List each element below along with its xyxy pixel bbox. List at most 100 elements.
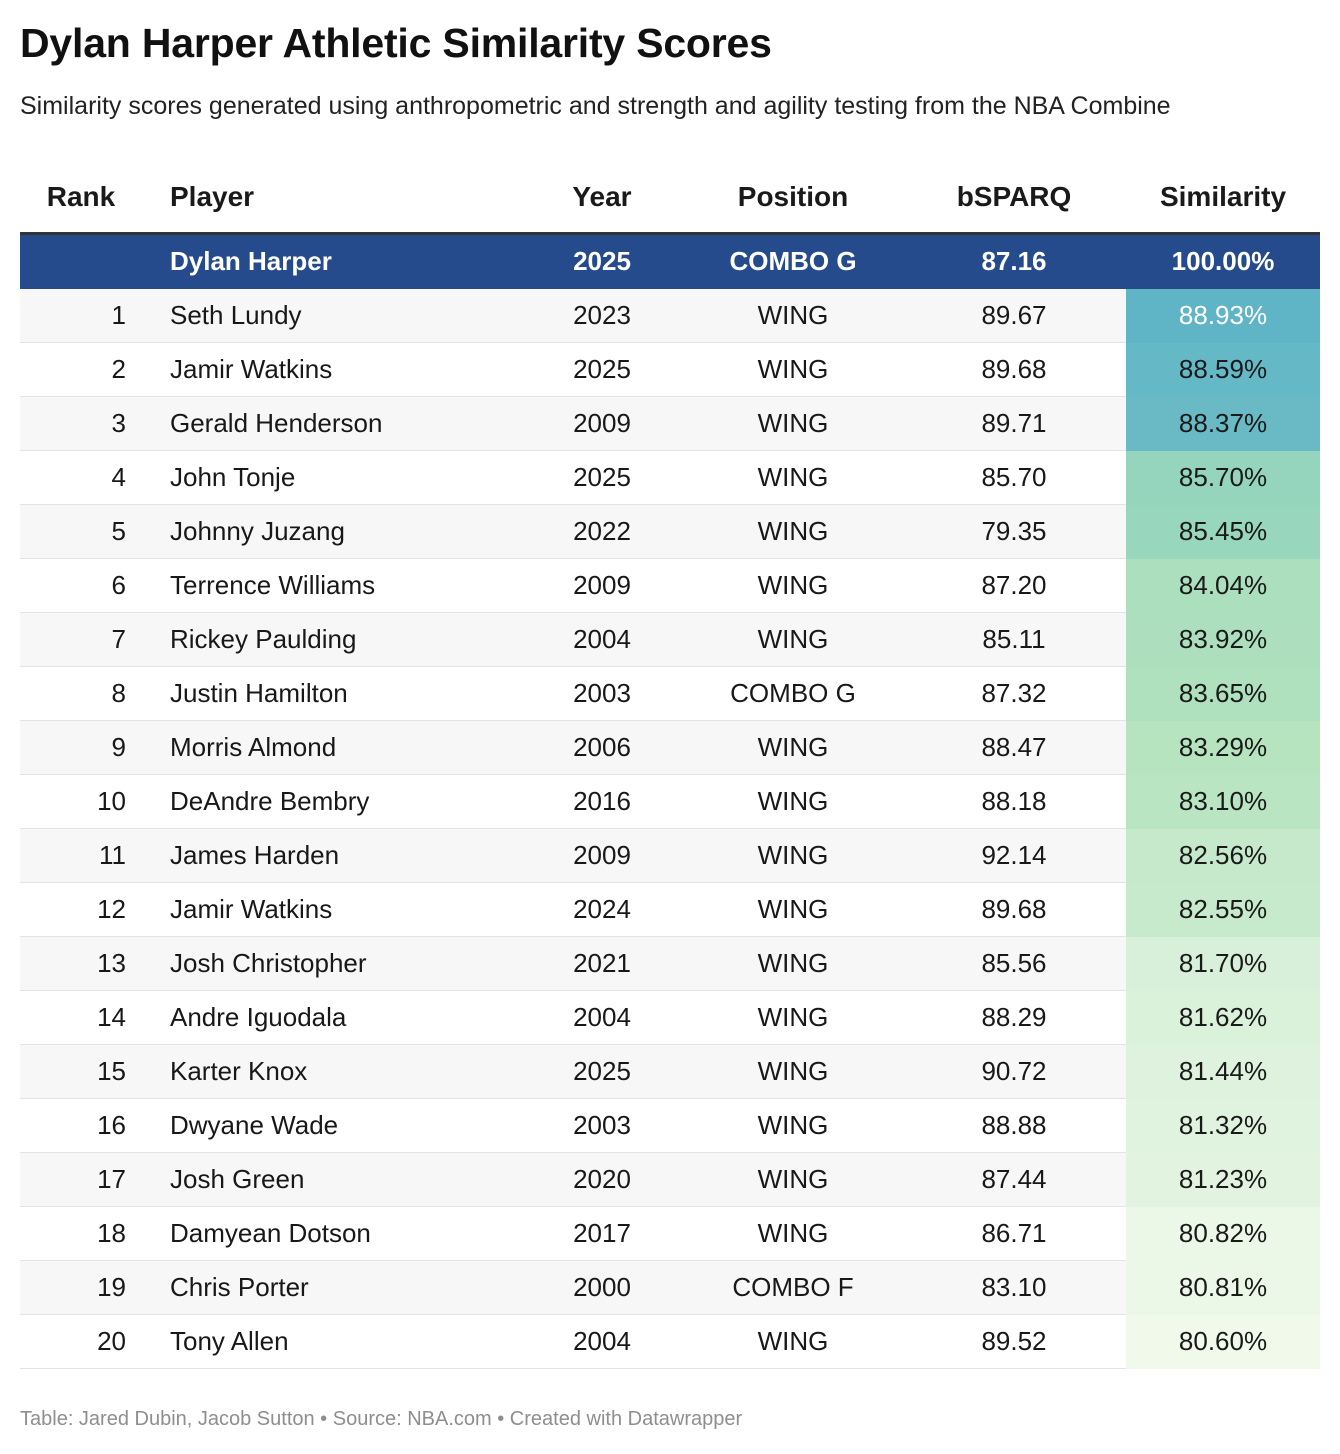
cell-rank: [20, 233, 142, 289]
cell-similarity: 85.70%: [1126, 450, 1320, 505]
cell-similarity: 80.81%: [1126, 1260, 1320, 1315]
cell-player: Gerald Henderson: [142, 396, 520, 451]
table-row: 1 Seth Lundy 2023 WING 89.67 88.93%: [20, 288, 1320, 343]
cell-year: 2023: [520, 288, 684, 343]
table-row: 15 Karter Knox 2025 WING 90.72 81.44%: [20, 1044, 1320, 1099]
cell-year: 2004: [520, 612, 684, 667]
cell-year: 2017: [520, 1206, 684, 1261]
cell-year: 2009: [520, 558, 684, 613]
cell-bsparq: 92.14: [902, 828, 1126, 883]
column-header-similarity[interactable]: Similarity: [1126, 162, 1320, 235]
cell-bsparq: 87.44: [902, 1152, 1126, 1207]
cell-player: Karter Knox: [142, 1044, 520, 1099]
cell-rank: 18: [20, 1206, 142, 1261]
chart-title: Dylan Harper Athletic Similarity Scores: [20, 20, 772, 66]
cell-position: WING: [684, 720, 902, 775]
cell-position: WING: [684, 558, 902, 613]
cell-bsparq: 87.20: [902, 558, 1126, 613]
cell-year: 2016: [520, 774, 684, 829]
cell-rank: 9: [20, 720, 142, 775]
highlight-row: Dylan Harper 2025 COMBO G 87.16 100.00%: [20, 233, 1320, 289]
cell-rank: 5: [20, 504, 142, 559]
cell-position: WING: [684, 288, 902, 343]
cell-position: WING: [684, 1044, 902, 1099]
cell-position: COMBO G: [684, 233, 902, 289]
cell-bsparq: 89.68: [902, 342, 1126, 397]
cell-rank: 6: [20, 558, 142, 613]
cell-rank: 3: [20, 396, 142, 451]
cell-similarity: 80.82%: [1126, 1206, 1320, 1261]
cell-rank: 14: [20, 990, 142, 1045]
cell-player: Johnny Juzang: [142, 504, 520, 559]
column-header-bsparq[interactable]: bSPARQ: [902, 162, 1126, 235]
cell-similarity: 84.04%: [1126, 558, 1320, 613]
cell-year: 2004: [520, 1314, 684, 1369]
header-row: Rank Player Year Position bSPARQ Similar…: [20, 162, 1320, 235]
cell-position: WING: [684, 828, 902, 883]
cell-rank: 19: [20, 1260, 142, 1315]
table-row: 20 Tony Allen 2004 WING 89.52 80.60%: [20, 1314, 1320, 1369]
table-row: 17 Josh Green 2020 WING 87.44 81.23%: [20, 1152, 1320, 1207]
cell-rank: 13: [20, 936, 142, 991]
table-row: 4 John Tonje 2025 WING 85.70 85.70%: [20, 450, 1320, 505]
cell-position: WING: [684, 774, 902, 829]
cell-rank: 7: [20, 612, 142, 667]
cell-player: Morris Almond: [142, 720, 520, 775]
cell-rank: 20: [20, 1314, 142, 1369]
cell-rank: 11: [20, 828, 142, 883]
cell-position: WING: [684, 1152, 902, 1207]
cell-bsparq: 85.11: [902, 612, 1126, 667]
cell-rank: 17: [20, 1152, 142, 1207]
column-header-position[interactable]: Position: [684, 162, 902, 235]
cell-similarity: 81.44%: [1126, 1044, 1320, 1099]
cell-similarity: 83.65%: [1126, 666, 1320, 721]
cell-player: Justin Hamilton: [142, 666, 520, 721]
cell-player: Tony Allen: [142, 1314, 520, 1369]
cell-year: 2022: [520, 504, 684, 559]
column-header-rank[interactable]: Rank: [20, 162, 142, 235]
cell-year: 2020: [520, 1152, 684, 1207]
cell-player: Rickey Paulding: [142, 612, 520, 667]
cell-rank: 1: [20, 288, 142, 343]
cell-bsparq: 87.16: [902, 233, 1126, 289]
cell-rank: 2: [20, 342, 142, 397]
column-header-player[interactable]: Player: [142, 162, 520, 235]
table-row: 10 DeAndre Bembry 2016 WING 88.18 83.10%: [20, 774, 1320, 829]
cell-bsparq: 88.18: [902, 774, 1126, 829]
cell-year: 2025: [520, 233, 684, 289]
cell-player: Jamir Watkins: [142, 342, 520, 397]
cell-position: COMBO G: [684, 666, 902, 721]
cell-year: 2025: [520, 450, 684, 505]
cell-year: 2000: [520, 1260, 684, 1315]
cell-bsparq: 89.71: [902, 396, 1126, 451]
table-row: 14 Andre Iguodala 2004 WING 88.29 81.62%: [20, 990, 1320, 1045]
cell-similarity: 80.60%: [1126, 1314, 1320, 1369]
cell-similarity: 81.32%: [1126, 1098, 1320, 1153]
cell-player: Dwyane Wade: [142, 1098, 520, 1153]
cell-player: Seth Lundy: [142, 288, 520, 343]
cell-bsparq: 88.88: [902, 1098, 1126, 1153]
cell-position: WING: [684, 936, 902, 991]
chart-subtitle: Similarity scores generated using anthro…: [20, 92, 1171, 120]
cell-rank: 4: [20, 450, 142, 505]
cell-player: Jamir Watkins: [142, 882, 520, 937]
cell-year: 2009: [520, 828, 684, 883]
table-row: 16 Dwyane Wade 2003 WING 88.88 81.32%: [20, 1098, 1320, 1153]
cell-year: 2021: [520, 936, 684, 991]
cell-similarity: 81.70%: [1126, 936, 1320, 991]
cell-year: 2025: [520, 1044, 684, 1099]
cell-similarity: 88.37%: [1126, 396, 1320, 451]
cell-bsparq: 79.35: [902, 504, 1126, 559]
cell-rank: 10: [20, 774, 142, 829]
column-header-year[interactable]: Year: [520, 162, 684, 235]
cell-player: DeAndre Bembry: [142, 774, 520, 829]
cell-position: COMBO F: [684, 1260, 902, 1315]
table-row: 6 Terrence Williams 2009 WING 87.20 84.04%: [20, 558, 1320, 613]
cell-position: WING: [684, 1098, 902, 1153]
table-row: 5 Johnny Juzang 2022 WING 79.35 85.45%: [20, 504, 1320, 559]
cell-position: WING: [684, 396, 902, 451]
cell-year: 2003: [520, 1098, 684, 1153]
cell-player: John Tonje: [142, 450, 520, 505]
cell-similarity: 88.93%: [1126, 288, 1320, 343]
